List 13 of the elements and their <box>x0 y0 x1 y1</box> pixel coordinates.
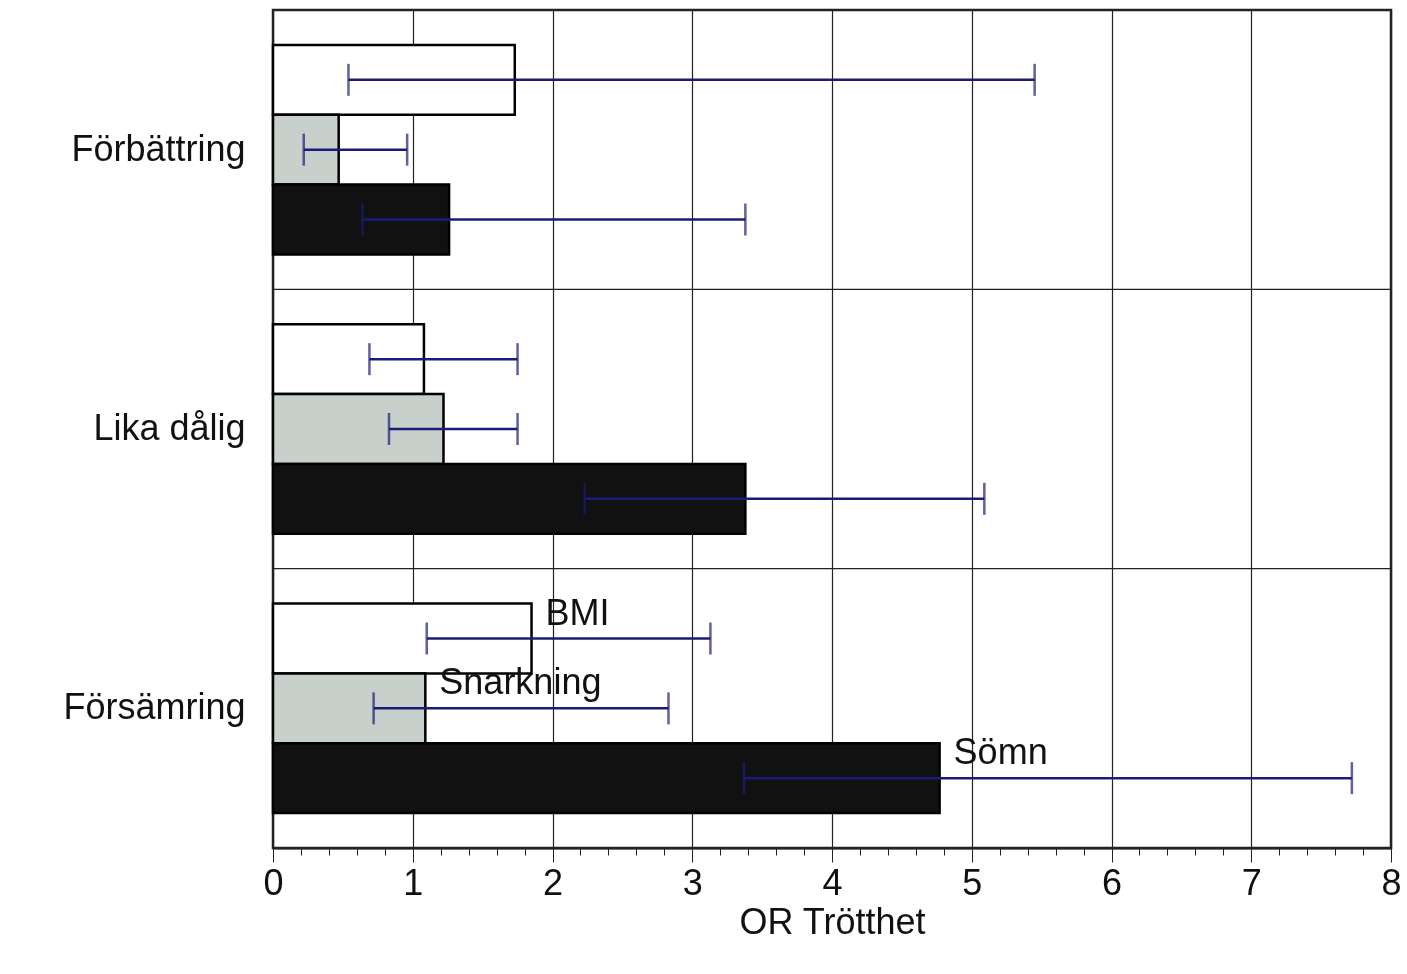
x-tick-label: 1 <box>403 861 424 903</box>
x-tick-label: 4 <box>822 861 843 903</box>
x-axis-title: OR Trötthet <box>739 900 926 942</box>
x-tick-label: 5 <box>962 861 983 903</box>
x-tick-label: 0 <box>263 861 284 903</box>
x-tick-label: 3 <box>682 861 703 903</box>
y-tick-label: Förbättring <box>71 127 246 169</box>
y-tick-label: Försämring <box>63 686 246 728</box>
x-tick-label: 6 <box>1101 861 1123 903</box>
y-tick-label: Lika dålig <box>93 407 246 448</box>
x-tick-label: 8 <box>1381 861 1402 903</box>
x-tick-label: 2 <box>542 861 564 903</box>
x-tick-label: 7 <box>1241 861 1262 903</box>
